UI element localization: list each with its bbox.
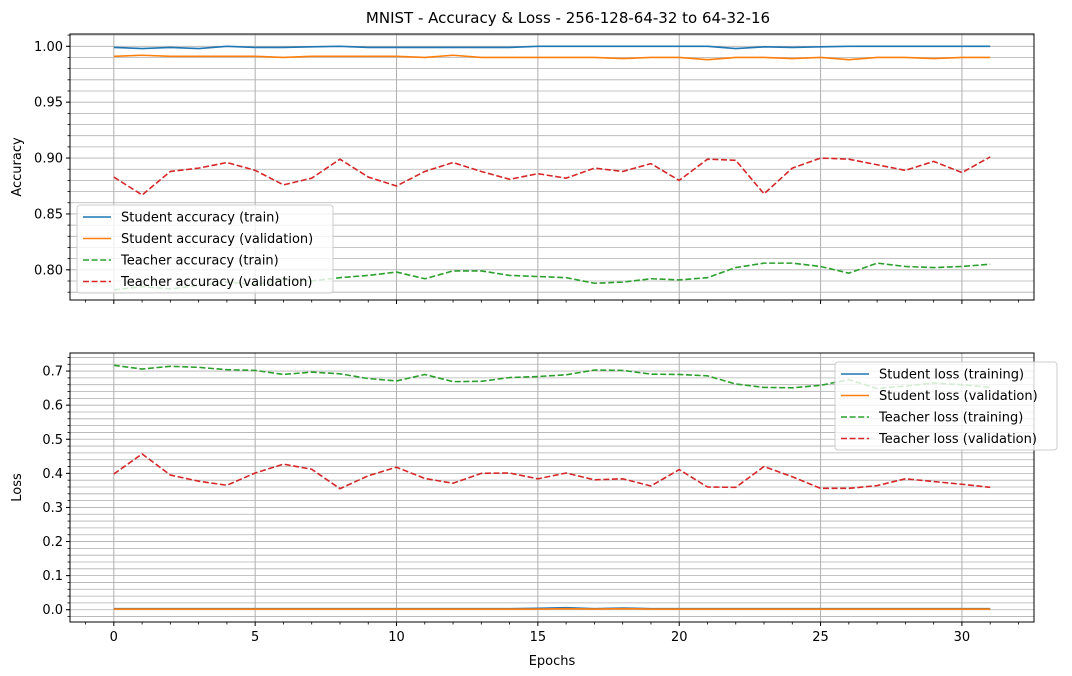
tick-label-x: 0 [110, 630, 118, 645]
y-axis-label: Loss [10, 473, 25, 502]
x-axis-label: Epochs [529, 654, 576, 669]
tick-label-y: 0.4 [42, 467, 63, 482]
tick-label-x: 20 [671, 630, 688, 645]
legend-label: Student accuracy (train) [121, 211, 280, 226]
series-line [113, 45, 991, 50]
legend-label: Teacher loss (training) [878, 411, 1023, 426]
tick-label-y: 0.2 [42, 535, 63, 550]
legend-box [834, 361, 1058, 451]
legend-label: Teacher accuracy (validation) [120, 275, 313, 290]
legend-box [76, 204, 334, 294]
tick-label-x: 5 [251, 630, 259, 645]
tick-label-y: 0.6 [42, 399, 63, 414]
legend: Student loss (training) Student loss (val… [834, 361, 1058, 451]
legend-label: Student accuracy (validation) [121, 232, 313, 247]
tick-label-y: 0.85 [34, 207, 63, 222]
tick-label-x: 15 [530, 630, 547, 645]
tick-label-y: 0.95 [34, 96, 63, 111]
tick-label-y: 0.5 [42, 433, 63, 448]
legend-label: Teacher accuracy (train) [120, 254, 279, 269]
legend-label: Student loss (training) [879, 368, 1024, 383]
tick-label-y: 0.7 [42, 365, 63, 380]
legend-label: Student loss (validation) [879, 389, 1038, 404]
tick-label-y: 1.00 [34, 40, 63, 55]
series-line [113, 453, 991, 490]
legend: Student accuracy (train) Student accuracy… [76, 204, 334, 294]
tick-label-x: 25 [812, 630, 829, 645]
accuracy-panel: 0.80 0.85 0.90 0.95 1.00 Accuracy Student accu… [10, 33, 1035, 304]
tick-label-y: 0.90 [34, 152, 63, 167]
series-line [113, 156, 991, 196]
tick-label-y: 0.0 [42, 603, 63, 618]
figure-title: MNIST - Accuracy & Loss - 256-128-64-32 … [366, 9, 770, 27]
tick-label-x: 10 [388, 630, 405, 645]
legend-label: Teacher loss (validation) [878, 432, 1037, 447]
tick-label-x: 30 [954, 630, 971, 645]
tick-label-y: 0.80 [34, 263, 63, 278]
tick-label-y: 0.1 [42, 569, 63, 584]
loss-panel: 0.0 0.1 0.2 0.3 0.4 0.5 0.6 0.7 0 5 10 15 20 25 30 Loss… [10, 352, 1058, 669]
series-line [113, 54, 991, 61]
axes-frame [69, 33, 1035, 301]
axes-frame [69, 352, 1035, 623]
tick-label-y: 0.3 [42, 501, 63, 516]
y-axis-label: Accuracy [10, 137, 25, 197]
